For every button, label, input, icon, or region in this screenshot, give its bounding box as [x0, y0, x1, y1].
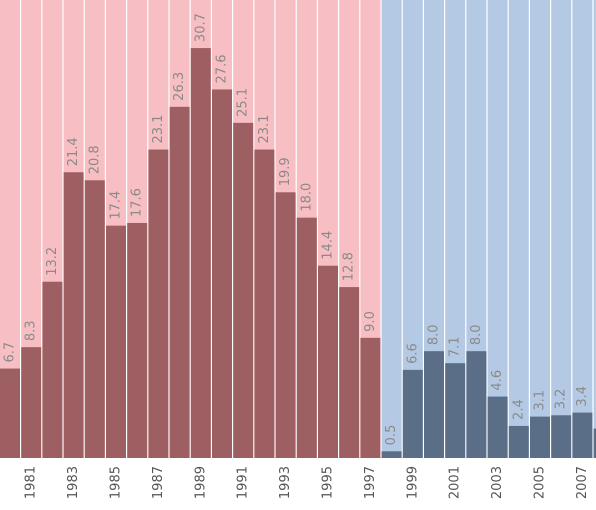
- column-background: [466, 0, 487, 458]
- value-label: 23.1: [151, 115, 166, 144]
- value-label: 3.2: [554, 389, 569, 410]
- bar: [84, 180, 105, 458]
- value-label: 17.4: [109, 191, 124, 220]
- column-background: [487, 0, 508, 458]
- value-label: 3.1: [533, 390, 548, 411]
- column-background: [508, 0, 529, 458]
- value-label: 12.8: [342, 252, 357, 281]
- x-tick-label: 1981: [24, 466, 39, 499]
- value-label: 20.8: [87, 145, 102, 174]
- bar: [0, 368, 20, 458]
- value-label: 9.0: [363, 311, 378, 332]
- bar: [508, 425, 529, 458]
- value-label: 4.6: [490, 370, 505, 391]
- bar: [233, 122, 254, 458]
- column-background: [551, 0, 572, 458]
- value-label: 23.1: [257, 115, 272, 144]
- column-background: [593, 0, 596, 458]
- column-background: [381, 0, 402, 458]
- value-label: 25.1: [236, 88, 251, 117]
- bar: [551, 415, 572, 458]
- bar: [466, 351, 487, 458]
- value-label: 13.2: [45, 247, 60, 276]
- column-background: [21, 0, 42, 458]
- bar: [572, 412, 593, 458]
- bar: [296, 217, 317, 458]
- value-label: 8.3: [24, 320, 39, 341]
- value-label: 6.7: [3, 342, 18, 363]
- column-background: [402, 0, 423, 458]
- bar: [381, 451, 402, 458]
- x-tick-label: 1987: [151, 466, 166, 499]
- bar: [190, 48, 211, 458]
- x-tick-label: 1995: [321, 466, 336, 499]
- bar: [445, 363, 466, 458]
- x-tick-label: 1985: [109, 466, 124, 499]
- column-background: [572, 0, 593, 458]
- bar: [212, 89, 232, 458]
- value-label: 3.4: [575, 386, 590, 407]
- value-label: 26.3: [172, 72, 187, 101]
- value-label: 18.0: [299, 183, 314, 212]
- bar: [127, 222, 148, 458]
- bar: [254, 149, 275, 458]
- bar: [42, 281, 63, 458]
- bar: [530, 416, 550, 458]
- bar: [593, 428, 596, 458]
- x-tick-label: 2007: [575, 466, 590, 499]
- value-label: 17.6: [130, 188, 145, 217]
- x-tick-label: 1993: [278, 466, 293, 499]
- bar: [487, 396, 508, 458]
- bar: [339, 287, 360, 458]
- bar: [275, 192, 296, 458]
- bar: [360, 337, 381, 458]
- x-tick-label: 1989: [193, 466, 208, 499]
- value-label: 8.0: [469, 324, 484, 345]
- bar: [148, 149, 169, 458]
- x-tick-label: 2001: [448, 466, 463, 499]
- bar: [63, 172, 84, 458]
- bar: [318, 265, 338, 458]
- bar: [106, 225, 126, 458]
- value-label: 8.0: [427, 324, 442, 345]
- x-tick-label: 1999: [405, 466, 420, 499]
- bar: [21, 347, 42, 458]
- x-tick-label: 2003: [490, 466, 505, 499]
- value-label: 21.4: [66, 137, 81, 166]
- x-tick-label: 1997: [363, 466, 378, 499]
- bar: [424, 351, 444, 458]
- value-label: 7.1: [448, 337, 463, 358]
- x-tick-label: 1991: [236, 466, 251, 499]
- value-label: 30.7: [193, 13, 208, 42]
- value-label: 19.9: [278, 157, 293, 186]
- x-tick-label: 2005: [533, 466, 548, 499]
- value-label: 14.4: [321, 231, 336, 260]
- column-background: [424, 0, 444, 458]
- value-label: 6.6: [405, 343, 420, 364]
- column-background: [445, 0, 466, 458]
- bar: [169, 106, 190, 459]
- value-label: 27.6: [215, 55, 230, 84]
- bar: [402, 369, 423, 458]
- column-background: [0, 0, 20, 458]
- value-label: 0.5: [384, 425, 399, 446]
- x-tick-label: 1983: [66, 466, 81, 499]
- column-background: [530, 0, 550, 458]
- value-label: 2.4: [511, 399, 526, 420]
